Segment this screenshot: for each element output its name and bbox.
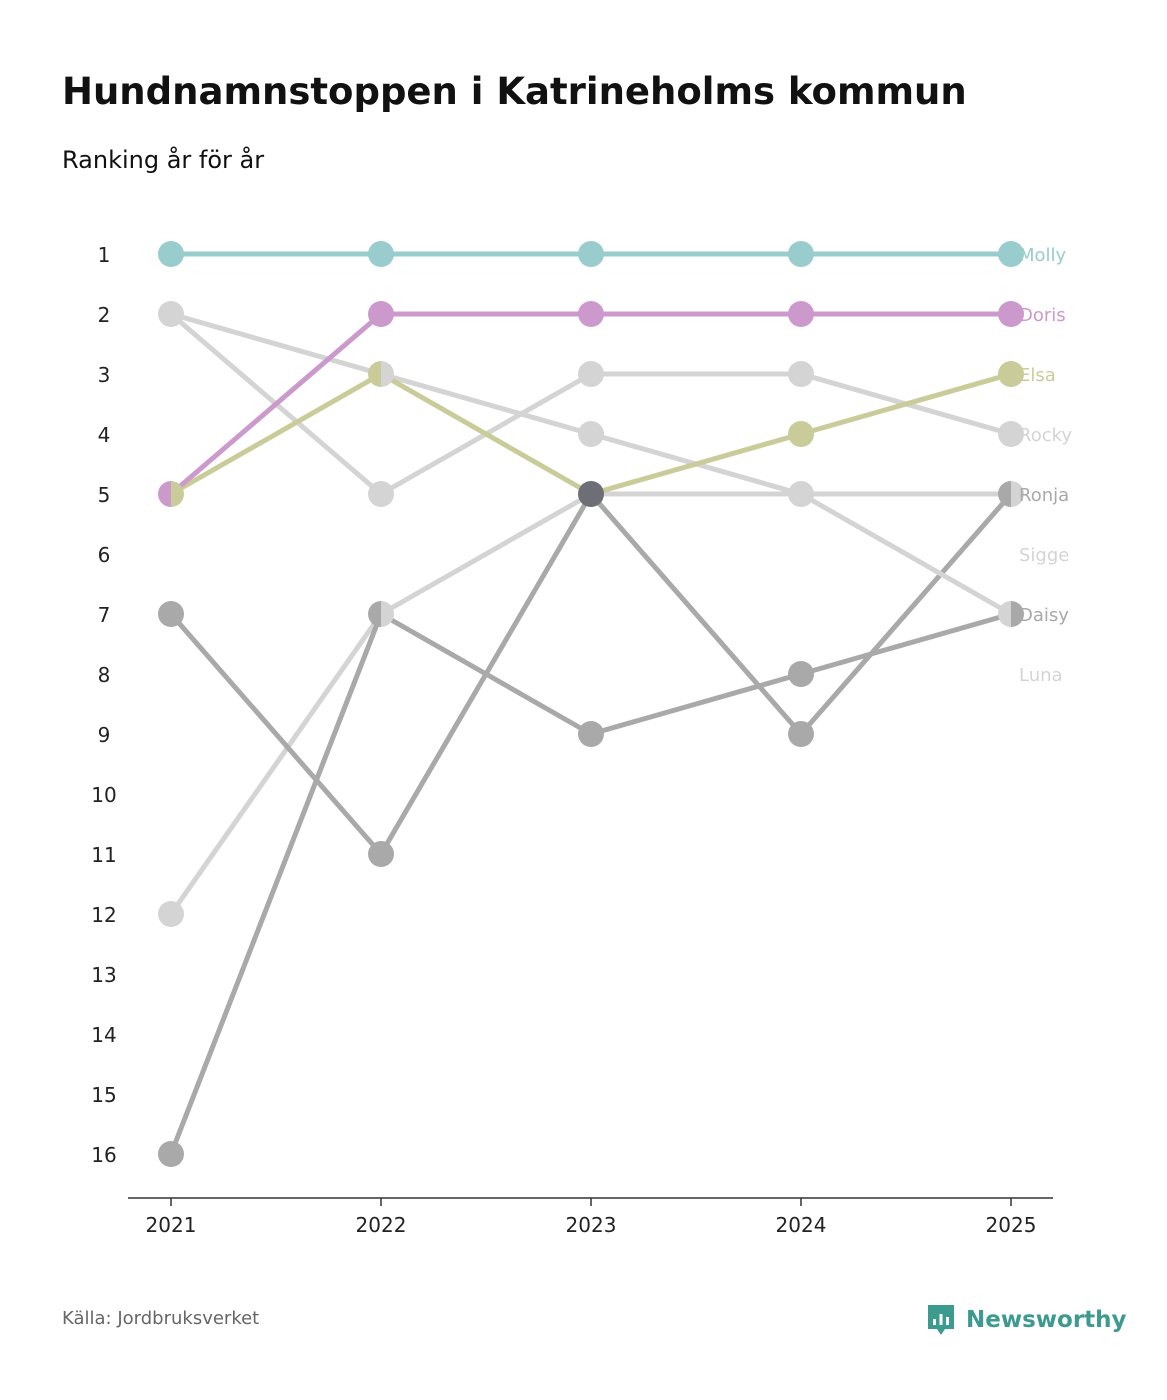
newsworthy-logo[interactable]: Newsworthy: [926, 1303, 1127, 1337]
series-line-doris: [168, 311, 1014, 497]
point-doris-2025: [998, 301, 1024, 327]
point-sigge-2021: [171, 301, 184, 327]
point-molly-2023: [578, 241, 604, 267]
point-ronja-2021: [158, 1141, 184, 1167]
point-rocky-2023: [578, 421, 604, 447]
y-tick-label-10: 10: [91, 783, 116, 807]
x-tick-label-2024: 2024: [776, 1213, 827, 1237]
y-tick-label-3: 3: [98, 363, 111, 387]
newsworthy-logo-icon: [928, 1305, 954, 1335]
y-tick-label-5: 5: [98, 483, 111, 507]
y-tick-label-13: 13: [91, 963, 116, 987]
series-line-daisy: [168, 491, 1014, 857]
point-molly-2025: [998, 241, 1024, 267]
x-tick-label-2025: 2025: [986, 1213, 1037, 1237]
point-elsa-2022: [368, 361, 381, 387]
point-luna-2022: [381, 601, 394, 627]
point-sigge-2022: [368, 481, 394, 507]
series-lines: [168, 251, 1014, 1157]
y-tick-label-12: 12: [91, 903, 116, 927]
series-line-ronja: [168, 611, 1014, 1157]
y-tick-label-9: 9: [98, 723, 111, 747]
end-label-ronja: Ronja: [1019, 485, 1069, 506]
y-tick-label-14: 14: [91, 1023, 116, 1047]
point-ronja-2025: [1011, 601, 1024, 627]
series-line-sigge: [168, 311, 1014, 497]
x-tick-label-2023: 2023: [566, 1213, 617, 1237]
point-daisy-2025: [998, 481, 1011, 507]
y-tick-label-8: 8: [98, 663, 111, 687]
point-sigge-2023: [578, 361, 604, 387]
chart-subtitle: Ranking år för år: [62, 146, 265, 174]
point-rocky-2025: [998, 601, 1011, 627]
point-luna-daisy-elsa-2023: [578, 481, 604, 507]
y-tick-label-15: 15: [91, 1083, 116, 1107]
end-label-luna: Luna: [1019, 665, 1063, 686]
point-sigge-2024: [788, 361, 814, 387]
y-tick-label-4: 4: [98, 423, 111, 447]
point-rocky-2024: [788, 481, 801, 507]
end-label-doris: Doris: [1019, 305, 1066, 326]
brand-name: Newsworthy: [966, 1307, 1127, 1333]
end-labels: Molly Doris Elsa Rocky Ronja Sigge Daisy Luna: [1019, 245, 1072, 686]
point-daisy-2024: [788, 721, 814, 747]
y-tick-label-2: 2: [98, 303, 111, 327]
y-tick-label-7: 7: [98, 603, 111, 627]
point-sigge-2025: [998, 421, 1024, 447]
end-label-sigge: Sigge: [1019, 545, 1069, 566]
x-tick-label-2022: 2022: [356, 1213, 407, 1237]
point-molly-2022: [368, 241, 394, 267]
series-line-rocky: [168, 311, 1014, 617]
point-elsa-2021: [171, 481, 184, 507]
end-label-molly: Molly: [1019, 245, 1067, 266]
point-doris-2021: [158, 481, 171, 507]
point-rocky-2022: [381, 361, 394, 387]
point-rocky-2021: [158, 301, 171, 327]
y-tick-label-6: 6: [98, 543, 111, 567]
point-ronja-2023: [578, 721, 604, 747]
point-luna-2021: [158, 901, 184, 927]
y-tick-label-1: 1: [98, 243, 111, 267]
point-daisy-2021: [158, 601, 184, 627]
point-ronja-2024: [788, 661, 814, 687]
y-tick-label-16: 16: [91, 1143, 116, 1167]
source-note: Källa: Jordbruksverket: [62, 1308, 260, 1329]
point-molly-2021: [158, 241, 184, 267]
point-elsa-2025: [998, 361, 1024, 387]
point-ronja-2022: [368, 601, 381, 627]
point-luna-2025: [1011, 481, 1024, 507]
point-luna-2024: [801, 481, 814, 507]
x-tick-label-2021: 2021: [146, 1213, 197, 1237]
series-line-luna: [168, 491, 1014, 917]
point-doris-2022: [368, 301, 394, 327]
chart-title: Hundnamnstoppen i Katrineholms kommun: [62, 70, 967, 113]
point-elsa-2024: [788, 421, 814, 447]
end-label-rocky: Rocky: [1019, 425, 1072, 446]
end-label-elsa: Elsa: [1019, 365, 1056, 386]
point-doris-2024: [788, 301, 814, 327]
point-molly-2024: [788, 241, 814, 267]
point-daisy-2022: [368, 841, 394, 867]
end-label-daisy: Daisy: [1019, 605, 1069, 626]
series-points: [158, 241, 1024, 1167]
point-doris-2023: [578, 301, 604, 327]
x-axis-ticks: 2021 2022 2023 2024 2025: [146, 1198, 1037, 1237]
y-tick-label-11: 11: [91, 843, 116, 867]
